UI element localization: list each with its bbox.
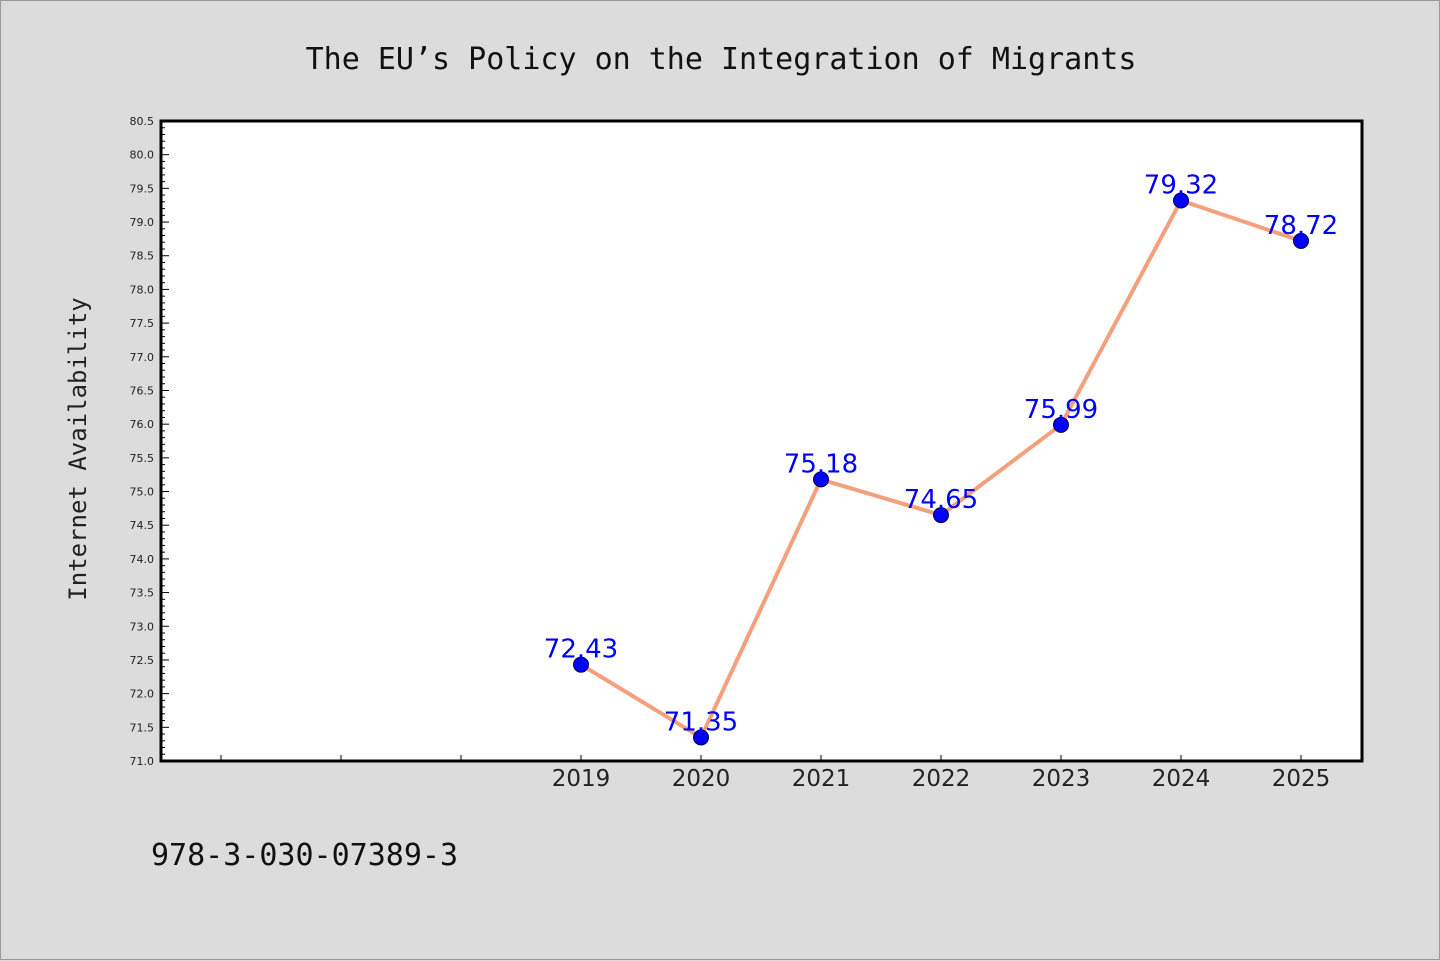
- y-tick-label: 73.5: [130, 587, 155, 600]
- isbn-label: 978-3-030-07389-3: [151, 838, 458, 873]
- data-label: 75.18: [784, 449, 858, 479]
- y-tick-label: 75.0: [130, 486, 155, 499]
- data-point: [813, 471, 829, 488]
- data-point: [1293, 232, 1309, 249]
- y-tick-label: 77.5: [130, 317, 155, 330]
- x-axis: 2019 2020 2021 2022 2023 2024 2025: [220, 755, 1331, 792]
- data-point: [1173, 192, 1189, 209]
- y-tick-label: 74.0: [130, 553, 155, 566]
- data-point: [693, 729, 709, 746]
- y-tick-label: 80.0: [130, 149, 155, 162]
- data-label: 72.43: [544, 635, 618, 665]
- data-point: [1053, 416, 1069, 433]
- chart-title: The EU’s Policy on the Integration of Mi…: [306, 42, 1137, 77]
- y-tick-label: 79.5: [130, 182, 155, 195]
- x-tick-label: 2021: [792, 766, 851, 792]
- x-tick-label: 2022: [912, 766, 971, 792]
- y-tick-label: 71.0: [130, 755, 155, 768]
- data-point: [933, 507, 949, 524]
- y-tick-label: 76.0: [130, 418, 155, 431]
- y-axis-label: Internet Availability: [64, 297, 92, 600]
- data-label: 74.65: [904, 485, 978, 515]
- y-axis: 71.0 71.5 72.0 72.5 73.0 73.5 74.0 74.5 75.0 75.5…: [130, 115, 169, 768]
- x-tick-label: 2024: [1152, 766, 1211, 792]
- y-tick-label: 75.5: [130, 452, 155, 465]
- y-tick-label: 80.5: [130, 115, 155, 128]
- data-point: [573, 656, 589, 673]
- x-tick-label: 2025: [1272, 766, 1331, 792]
- y-tick-label: 74.5: [130, 519, 155, 532]
- data-label: 78.72: [1264, 211, 1338, 241]
- y-tick-label: 76.5: [130, 384, 155, 397]
- data-label: 75.99: [1024, 395, 1098, 425]
- x-tick-label: 2023: [1032, 766, 1091, 792]
- data-label: 71.35: [664, 707, 738, 737]
- plot-area: [159, 119, 1364, 763]
- y-tick-label: 72.0: [130, 688, 155, 701]
- y-tick-label: 71.5: [130, 721, 155, 734]
- y-tick-label: 79.0: [130, 216, 155, 229]
- series-layer: 72.43 71.35 75.18 74.65 75.99 79.32 78.72: [544, 170, 1338, 746]
- x-tick-label: 2019: [552, 766, 611, 792]
- data-label: 79.32: [1144, 170, 1218, 200]
- y-tick-label: 77.0: [130, 351, 155, 364]
- y-tick-label: 72.5: [130, 654, 155, 667]
- y-tick-label: 78.5: [130, 250, 155, 263]
- x-tick-label: 2020: [672, 766, 731, 792]
- y-tick-label: 78.0: [130, 283, 155, 296]
- y-tick-label: 73.0: [130, 620, 155, 633]
